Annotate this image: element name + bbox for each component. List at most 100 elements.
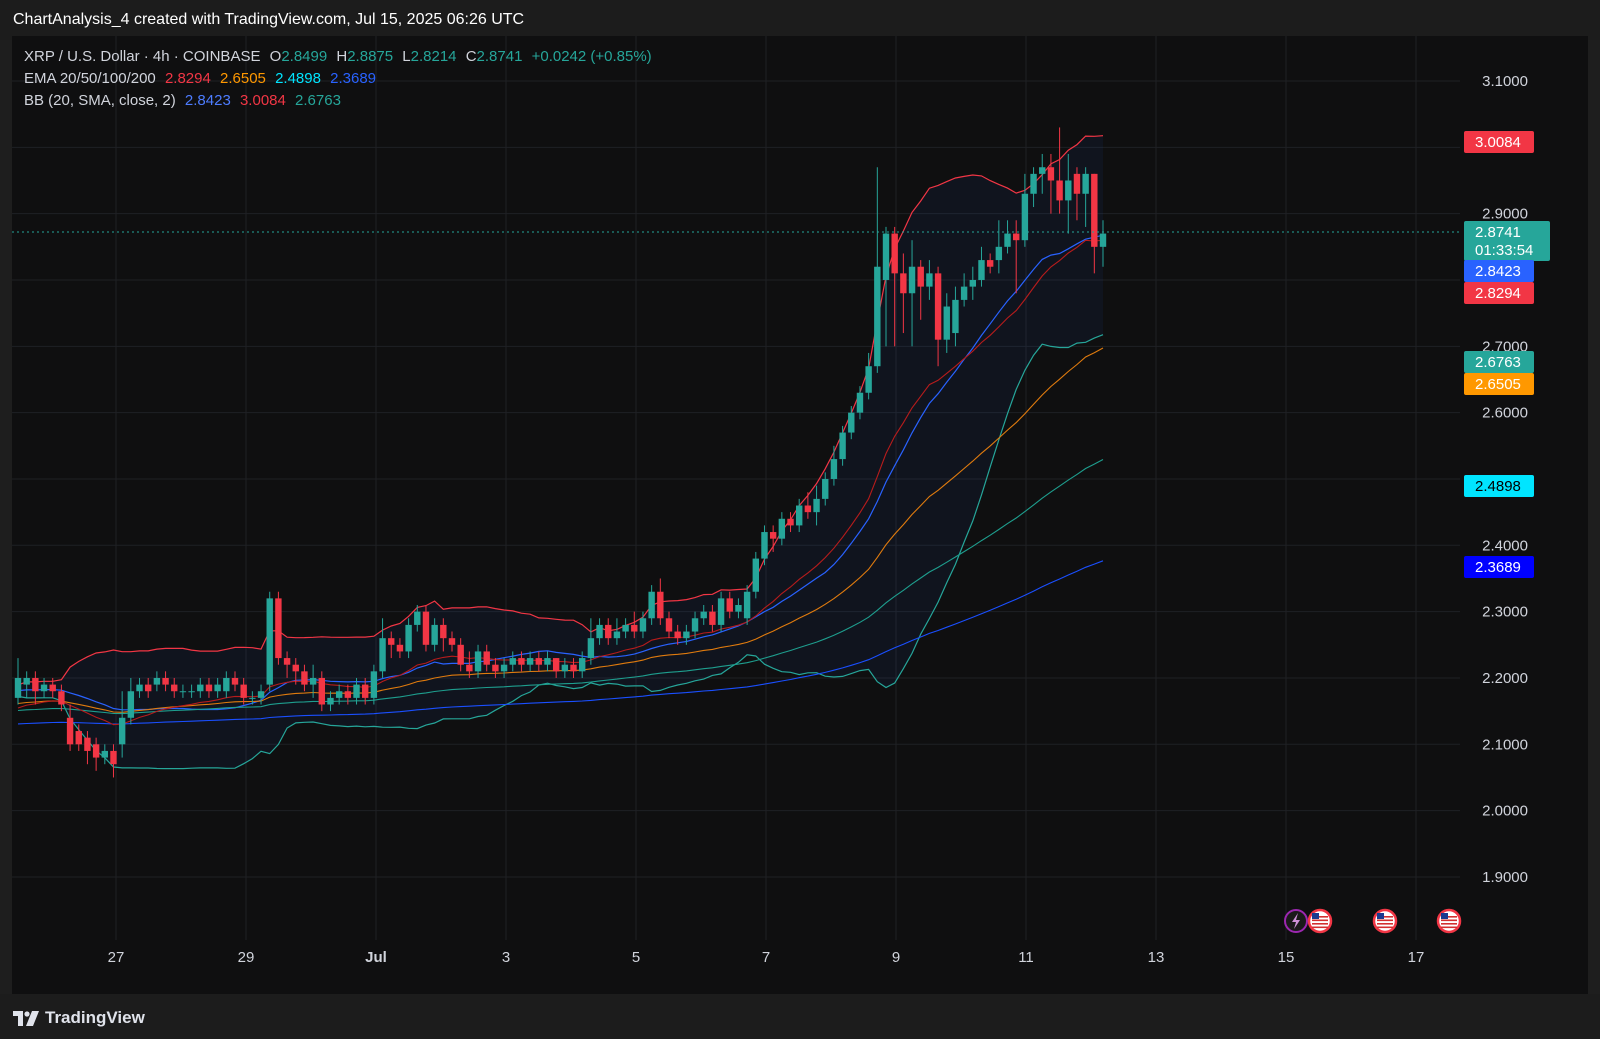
time-tick-label: 29 [238, 949, 255, 966]
lightning-icon[interactable] [1284, 909, 1308, 933]
candle [1082, 167, 1089, 227]
candle-body [49, 684, 56, 692]
candle-body [535, 658, 542, 665]
open-label: O [269, 48, 282, 65]
candle-body [414, 611, 421, 625]
candle [205, 677, 213, 698]
candle [500, 658, 508, 678]
bb-lower-tag [1464, 351, 1534, 373]
candle [561, 658, 569, 678]
candle-body [145, 684, 152, 692]
grid [12, 36, 1460, 940]
close-label: C [465, 48, 477, 65]
ema200-label: 2.3689 [1464, 556, 1534, 578]
candle-body [900, 273, 907, 294]
candle-body [1030, 173, 1037, 194]
candle [882, 226, 890, 347]
candle-body [726, 598, 733, 612]
candle-body [908, 266, 916, 294]
candle [657, 578, 664, 625]
candle-body [622, 624, 629, 632]
candle-body [631, 624, 638, 632]
candle-body [440, 624, 447, 639]
candle [171, 677, 178, 698]
us-flag-icon[interactable] [1307, 908, 1333, 934]
tradingview-logo[interactable]: TradingView [13, 1008, 145, 1028]
candle [674, 624, 681, 645]
title-bar: ChartAnalysis_4 created with TradingView… [0, 0, 1600, 40]
candle [75, 724, 82, 751]
candle [32, 671, 39, 705]
candle [440, 618, 447, 652]
candle [153, 671, 161, 692]
candle-body [474, 651, 482, 672]
tradingview-wordmark: TradingView [45, 1008, 145, 1027]
candles [14, 127, 1107, 778]
ema50-tag [1464, 373, 1534, 395]
candle-body [587, 638, 595, 659]
ema50-label: 2.6505 [1464, 373, 1534, 395]
change-value: +0.0242 (+0.85%) [531, 48, 652, 65]
ema-label: EMA 20/50/100/200 [24, 70, 156, 87]
candle-body [761, 532, 768, 559]
candle [908, 240, 916, 347]
candle [605, 618, 612, 645]
candle [769, 525, 777, 552]
symbol-name[interactable]: XRP / U.S. Dollar · 4h · COINBASE [24, 48, 261, 65]
candle [856, 386, 864, 420]
flag-canton [1377, 913, 1384, 919]
candle-body [1004, 233, 1011, 247]
candle-body [84, 737, 91, 751]
candle [84, 731, 91, 765]
candle-body [509, 658, 516, 665]
candle-body [848, 412, 855, 433]
candle-body [58, 691, 65, 705]
candle [761, 525, 768, 566]
time-tick-label: 17 [1408, 949, 1425, 966]
open-value: 2.8499 [281, 48, 328, 65]
candle [865, 352, 872, 400]
flag-stripe [1377, 926, 1393, 929]
candle-body [466, 664, 473, 672]
candle [40, 677, 48, 698]
candle [327, 691, 334, 712]
candle-body [75, 731, 82, 745]
candle-body [579, 658, 586, 672]
candle-body [648, 591, 655, 619]
price-tick-label: 2.4000 [1482, 537, 1528, 554]
us-flag-icon[interactable] [1436, 908, 1462, 934]
candle-body [1047, 167, 1055, 181]
candle [952, 286, 959, 347]
candle [231, 671, 239, 692]
candle-body [188, 691, 195, 693]
candle-body [223, 677, 230, 692]
candle-body [605, 624, 612, 639]
candle-body [231, 677, 239, 685]
candle-body [778, 518, 786, 539]
ema-row[interactable]: EMA 20/50/100/200 2.8294 2.6505 2.4898 2… [24, 68, 657, 90]
candle-body [1013, 233, 1020, 241]
candle-body [1065, 180, 1072, 201]
ema20-line [17, 239, 1104, 726]
candle [943, 293, 950, 353]
candle [796, 498, 803, 533]
countdown-text: 01:33:54 [1475, 242, 1533, 259]
candle [301, 664, 308, 692]
candle [431, 618, 438, 652]
ema200-value: 2.3689 [330, 70, 377, 87]
candle-body [769, 532, 777, 539]
us-flag-icon[interactable] [1372, 908, 1398, 934]
ema20-label: 2.8294 [1464, 282, 1534, 304]
candle [370, 664, 378, 705]
time-tick-label: Jul [365, 949, 387, 966]
candle-body [370, 671, 378, 698]
flag-canton [1312, 913, 1319, 919]
ema100-text: 2.4898 [1475, 478, 1521, 495]
candle [101, 744, 108, 765]
candle [257, 684, 265, 705]
candle [579, 651, 586, 678]
candle-body [822, 478, 829, 499]
bb-row[interactable]: BB (20, SMA, close, 2) 2.8423 3.0084 2.6… [24, 90, 657, 112]
